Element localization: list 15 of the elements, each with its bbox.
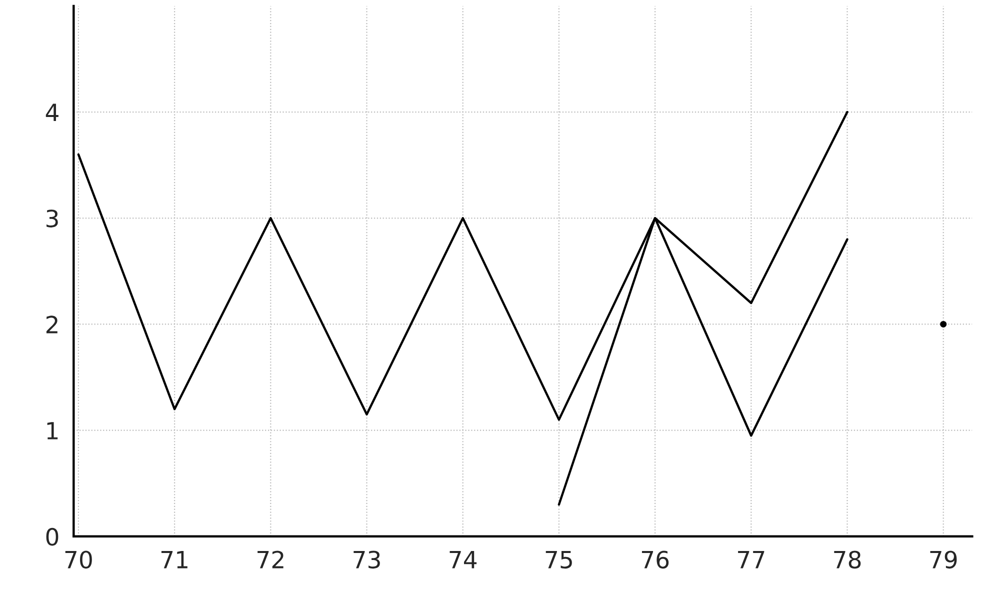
y-tick-label: 2 [46, 316, 58, 334]
x-tick-label: 74 [450, 551, 477, 568]
x-tick-label: 77 [738, 551, 764, 568]
x-tick-label: 75 [546, 551, 572, 569]
x-tick-label: 78 [834, 550, 861, 569]
y-tick-label: 4 [46, 104, 58, 122]
x-tick-label: 71 [161, 551, 188, 568]
x-tick-label: 73 [354, 550, 380, 569]
x-tick-label: 70 [65, 550, 92, 569]
x-tick-label: 76 [642, 550, 669, 569]
y-tick-label: 3 [46, 210, 58, 228]
y-tick-label: 1 [47, 422, 58, 440]
x-tick-label: 79 [930, 550, 957, 569]
y-tick-label: 0 [46, 528, 58, 546]
x-tick-label: 72 [258, 550, 284, 568]
